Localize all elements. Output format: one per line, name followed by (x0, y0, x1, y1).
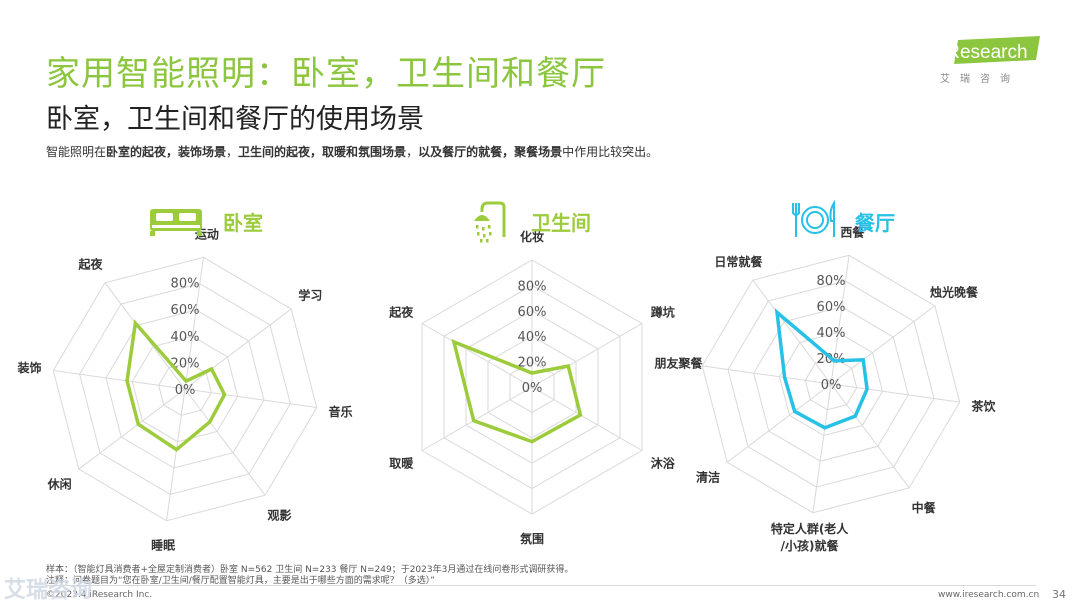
radar-scale-label: 20% (171, 356, 200, 371)
radar-scale-label: 80% (817, 274, 846, 289)
radar-axis-label: /小孩)就餐 (781, 538, 840, 553)
summary-part: 中作用比较突出。 (562, 145, 659, 159)
radar-spoke (812, 383, 832, 513)
radar-scale-label: 60% (171, 303, 200, 318)
radar-axis-label: 氛围 (520, 531, 544, 546)
summary-part: ， (406, 145, 419, 159)
radar-spoke (184, 308, 292, 390)
radar-spoke (726, 383, 832, 463)
footer-site: www.iresearch.com.cn (938, 590, 1040, 600)
shower-icon (474, 201, 506, 243)
radar-spoke (184, 257, 205, 390)
radar-axis-label: 音乐 (328, 404, 352, 419)
radar-spoke (184, 388, 266, 496)
page-subtitle: 卧室，卫生间和餐厅的使用场景 (46, 104, 424, 135)
radar-axis-label: 睡眠 (151, 537, 175, 552)
radar-spoke (531, 386, 643, 451)
radar-chart-title: 餐厅 (855, 211, 895, 235)
radar-axis-label: 朋友聚餐 (653, 356, 703, 371)
footer-copyright: ©2023.4 iResearch Inc. (46, 590, 153, 600)
radar-spoke (53, 369, 186, 390)
footer-divider (46, 585, 1036, 586)
radar-scale-label: 40% (817, 326, 846, 341)
page-number: 34 (1052, 588, 1066, 601)
radar-spoke (830, 383, 960, 403)
summary-part: ， (226, 145, 239, 159)
dining-icon (792, 199, 835, 237)
summary-part: 智能照明在 (46, 145, 107, 159)
radar-axis-label: 日常就餐 (714, 254, 763, 269)
radar-axis-label: 特定人群(老人 (771, 521, 849, 536)
summary-text: 智能照明在卧室的起夜，装饰场景，卫生间的起夜，取暖和氛围场景，以及餐厅的就餐，聚… (46, 143, 658, 160)
radar-spoke (531, 323, 643, 388)
radar-spoke (421, 386, 533, 451)
radar-scale-label: 80% (171, 277, 200, 292)
radar-axis-label: 起夜 (388, 305, 414, 320)
radar-spoke (830, 305, 936, 385)
radar-spoke (702, 365, 832, 385)
radar-scale-label: 40% (171, 330, 200, 345)
radar-scale-label: 20% (518, 356, 547, 371)
logo-subtitle: 艾瑞咨询 (940, 74, 1020, 85)
radar-axis-label: 观影 (267, 507, 291, 522)
radar-scale-label: 0% (175, 383, 196, 398)
footer-sample: 样本：（智能灯具消费者+全屋定制消费者）卧室 N=562 卫生间 N=233 餐… (46, 565, 574, 575)
radar-charts: 0%20%40%60%80%运动学习音乐观影睡眠休闲装饰起夜卧室0%20%40%… (17, 199, 996, 553)
radar-axis-label: 中餐 (912, 500, 937, 515)
page-title: 家用智能照明：卧室，卫生间和餐厅 (46, 54, 606, 94)
radar-axis-label: 西餐 (840, 224, 865, 239)
radar-axis-label: 学习 (298, 288, 322, 303)
radar-spoke (421, 323, 533, 388)
radar-axis-label: 休闲 (47, 476, 72, 491)
radar-spoke (752, 279, 832, 385)
radar-axis-label: 蹲坑 (651, 305, 675, 320)
summary-part: 卫生间的起夜，取暖和氛围场景 (238, 145, 407, 159)
radar-chart-3: 0%20%40%60%80%西餐烛光晚餐茶饮中餐特定人群(老人/小孩)就餐清洁朋… (653, 199, 996, 553)
logo-brand: iResearch (942, 42, 1028, 63)
radar-axis-label: 茶饮 (970, 398, 996, 413)
radar-axis-label: 清洁 (696, 470, 720, 485)
radar-axis-label: 沐浴 (651, 456, 676, 471)
radar-axis-label: 起夜 (78, 257, 104, 272)
radar-scale-label: 60% (518, 305, 547, 320)
radar-chart-title: 卫生间 (531, 211, 591, 235)
summary-part: 卧室的起夜，装饰场景 (106, 145, 227, 159)
radar-spoke (830, 383, 910, 489)
radar-axis-label: 化妆 (520, 229, 544, 244)
radar-spoke (165, 388, 186, 521)
watermark: 艾瑞咨询 (4, 578, 93, 603)
radar-spoke (78, 388, 186, 470)
radar-chart-title: 卧室 (223, 211, 263, 235)
radar-axis-label: 装饰 (17, 360, 42, 375)
iresearch-logo: iResearch (942, 36, 1040, 64)
footer-note: 注释：问卷题目为“您在卧室/卫生间/餐厅配置智能灯具，主要是出于哪些方面的需求呢… (46, 576, 435, 586)
radar-scale-label: 0% (522, 381, 543, 396)
radar-scale-label: 0% (821, 378, 842, 393)
radar-scale-label: 40% (518, 330, 547, 345)
radar-scale-label: 60% (817, 300, 846, 315)
radar-scale-label: 80% (518, 279, 547, 294)
radar-spoke (184, 388, 317, 409)
summary-part: 以及餐厅的就餐，聚餐场景 (418, 145, 563, 159)
bed-icon (150, 209, 202, 236)
radar-axis-label: 取暖 (389, 456, 414, 471)
radar-axis-label: 烛光晚餐 (930, 284, 979, 299)
